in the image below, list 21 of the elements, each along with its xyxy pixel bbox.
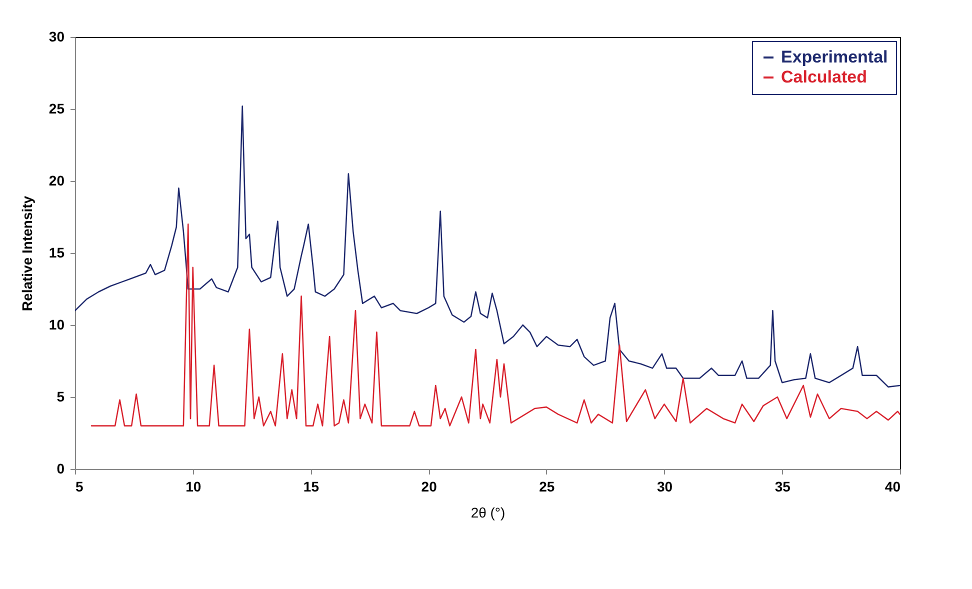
x-tick-label: 15 (303, 478, 320, 494)
legend-label: Experimental (781, 48, 888, 66)
x-tick-label: 35 (774, 478, 791, 494)
line-series (75, 105, 900, 388)
x-tick-label: 25 (539, 478, 555, 494)
y-tick-label: 5 (56, 388, 65, 404)
y-axis-title: Relative Intensity (18, 196, 35, 312)
y-tick-label: 15 (48, 244, 65, 260)
line-series (90, 224, 900, 426)
y-tick-label: 30 (48, 28, 65, 44)
x-tick-label: 30 (656, 478, 673, 494)
y-tick-label: 25 (48, 100, 65, 116)
x-tick-label: 5 (76, 478, 84, 494)
x-tick-label: 20 (421, 478, 438, 494)
x-tick-label: 40 (884, 478, 901, 494)
y-tick-label: 0 (56, 460, 65, 476)
legend-label: Calculated (781, 68, 867, 86)
x-tick-label: 10 (186, 478, 202, 494)
x-axis-title: 2θ (°) (470, 504, 506, 520)
y-tick-label: 10 (48, 316, 65, 332)
y-tick-label: 20 (48, 172, 65, 188)
